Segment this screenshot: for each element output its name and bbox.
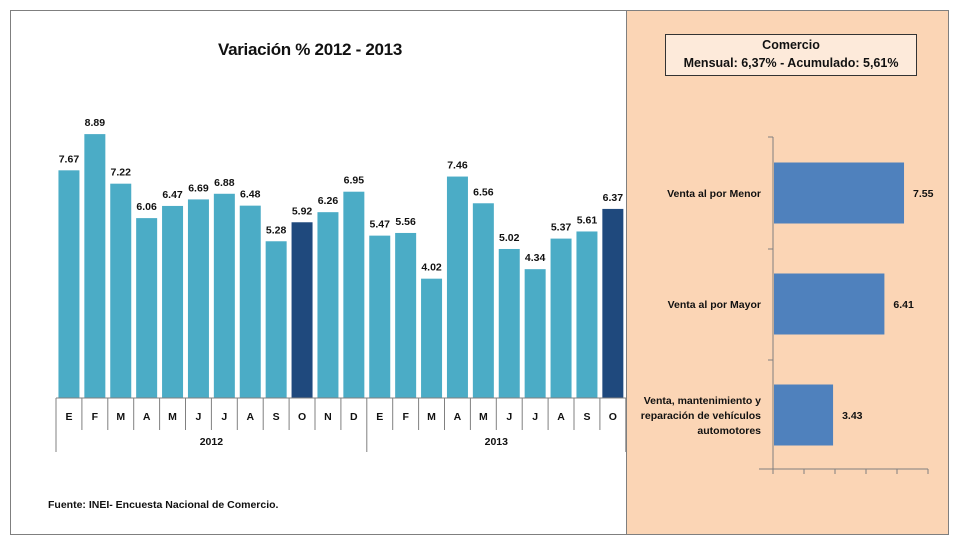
- bar: [395, 232, 417, 398]
- data-label: 7.67: [59, 153, 80, 165]
- sector-label: Venta, mantenimiento y reparación de vehí…: [641, 395, 761, 437]
- bar: [369, 235, 391, 398]
- bar: [576, 231, 598, 398]
- data-label: 5.61: [577, 214, 598, 226]
- data-label: 6.37: [603, 192, 624, 204]
- x-tick-label: D: [350, 411, 358, 423]
- data-label: 4.34: [525, 252, 546, 264]
- bar: [343, 191, 365, 398]
- data-label: 8.89: [85, 117, 106, 129]
- data-label: 6.47: [162, 189, 183, 201]
- bar: [58, 170, 80, 398]
- bar: [213, 193, 235, 398]
- bar: [136, 218, 158, 398]
- bar: [239, 205, 261, 398]
- sector-bar: [774, 273, 885, 335]
- bar: [498, 248, 520, 398]
- x-tick-label: F: [402, 411, 409, 423]
- data-label: 6.26: [318, 195, 339, 207]
- sector-bar: [774, 384, 834, 446]
- data-label: 5.28: [266, 224, 287, 236]
- bar: [602, 208, 624, 398]
- data-label: 6.69: [188, 182, 209, 194]
- x-tick-label: E: [65, 411, 72, 423]
- data-label: 6.88: [214, 177, 235, 189]
- x-tick-label: O: [298, 411, 306, 423]
- bar: [421, 278, 443, 398]
- x-tick-label: M: [168, 411, 177, 423]
- x-tick-label: A: [143, 411, 151, 423]
- sector-bar: [774, 162, 905, 224]
- bar: [110, 183, 132, 398]
- x-tick-label: E: [376, 411, 383, 423]
- data-label: 5.37: [551, 222, 572, 234]
- x-tick-label: J: [532, 411, 538, 423]
- x-tick-label: A: [454, 411, 462, 423]
- data-label: 6.48: [240, 189, 261, 201]
- bar: [446, 176, 468, 398]
- data-label: 7.22: [111, 167, 132, 179]
- data-label: 6.95: [344, 175, 365, 187]
- x-tick-label: A: [557, 411, 565, 423]
- bar: [550, 238, 572, 398]
- data-label: 6.56: [473, 186, 494, 198]
- x-tick-label: M: [479, 411, 488, 423]
- data-label: 4.02: [421, 262, 442, 274]
- bar: [472, 203, 494, 398]
- bar: [317, 212, 339, 398]
- sector-data-label: 3.43: [842, 410, 863, 422]
- data-label: 5.56: [395, 216, 416, 228]
- sector-data-label: 7.55: [913, 188, 934, 200]
- data-label: 7.46: [447, 160, 468, 172]
- x-tick-label: O: [609, 411, 617, 423]
- x-tick-label: J: [196, 411, 202, 423]
- bar: [265, 241, 287, 398]
- group-label: 2012: [200, 436, 224, 448]
- sector-label: Venta al por Menor: [667, 188, 761, 200]
- chart-title: Variación % 2012 - 2013: [217, 40, 402, 59]
- bar: [187, 199, 209, 398]
- data-label: 5.92: [292, 205, 313, 217]
- summary-heading: Comercio: [762, 38, 820, 52]
- x-tick-label: F: [92, 411, 99, 423]
- bar: [162, 205, 184, 398]
- x-tick-label: S: [583, 411, 590, 423]
- commerce-summary-box: Comercio Mensual: 6,37% - Acumulado: 5,6…: [665, 34, 917, 76]
- group-label: 2013: [485, 436, 509, 448]
- bar: [524, 269, 546, 398]
- x-tick-label: J: [221, 411, 227, 423]
- source-note: Fuente: INEI- Encuesta Nacional de Comer…: [48, 499, 279, 511]
- data-label: 5.47: [370, 219, 391, 231]
- x-tick-label: M: [116, 411, 125, 423]
- x-tick-label: A: [246, 411, 254, 423]
- data-label: 5.02: [499, 232, 520, 244]
- x-tick-label: M: [427, 411, 436, 423]
- x-tick-label: S: [273, 411, 280, 423]
- data-label: 6.06: [136, 201, 157, 213]
- x-tick-label: J: [506, 411, 512, 423]
- bar: [291, 222, 313, 398]
- commerce-panel: [626, 10, 949, 535]
- sector-label: Venta al por Mayor: [668, 299, 761, 311]
- x-tick-label: N: [324, 411, 332, 423]
- bar: [84, 134, 106, 398]
- summary-line: Mensual: 6,37% - Acumulado: 5,61%: [683, 56, 899, 70]
- sector-data-label: 6.41: [893, 299, 914, 311]
